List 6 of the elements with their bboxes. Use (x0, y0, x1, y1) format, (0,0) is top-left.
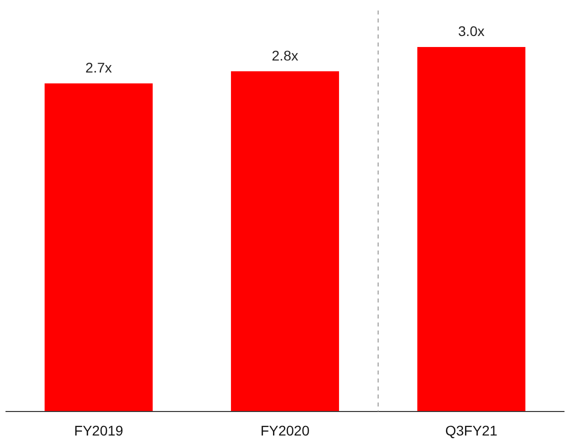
data-label: 2.8x (272, 47, 298, 64)
x-tick-label: FY2020 (260, 422, 310, 438)
data-label: 2.7x (85, 59, 112, 76)
x-tick-label: FY2019 (74, 422, 124, 438)
x-tick-label: Q3FY21 (445, 422, 498, 438)
data-label: 3.0x (458, 22, 485, 39)
